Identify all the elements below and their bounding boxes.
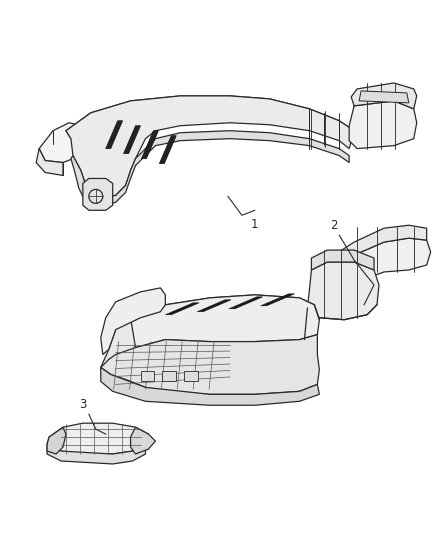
Polygon shape xyxy=(66,96,354,198)
Text: 3: 3 xyxy=(79,398,87,411)
Polygon shape xyxy=(141,131,159,158)
Polygon shape xyxy=(229,297,263,309)
Polygon shape xyxy=(101,367,319,405)
Polygon shape xyxy=(349,101,417,149)
Polygon shape xyxy=(141,372,155,382)
Polygon shape xyxy=(106,121,123,149)
Polygon shape xyxy=(47,444,145,464)
Polygon shape xyxy=(197,300,231,312)
Polygon shape xyxy=(329,238,431,295)
Polygon shape xyxy=(71,131,349,205)
Polygon shape xyxy=(351,83,417,109)
Polygon shape xyxy=(261,294,294,306)
Polygon shape xyxy=(311,250,374,270)
Polygon shape xyxy=(47,423,148,454)
Polygon shape xyxy=(165,303,199,315)
Polygon shape xyxy=(101,288,165,354)
Polygon shape xyxy=(307,262,379,320)
Polygon shape xyxy=(162,372,176,382)
Polygon shape xyxy=(36,149,63,175)
Text: 2: 2 xyxy=(331,219,338,232)
Polygon shape xyxy=(159,136,176,164)
Polygon shape xyxy=(83,179,113,211)
Polygon shape xyxy=(329,225,427,270)
Polygon shape xyxy=(47,427,66,454)
Polygon shape xyxy=(124,126,141,154)
Polygon shape xyxy=(184,372,198,382)
Text: 1: 1 xyxy=(251,218,258,231)
Polygon shape xyxy=(116,295,319,354)
Polygon shape xyxy=(101,335,319,394)
Polygon shape xyxy=(131,427,155,454)
Polygon shape xyxy=(66,96,354,139)
Polygon shape xyxy=(106,295,314,350)
Polygon shape xyxy=(39,123,89,163)
Polygon shape xyxy=(101,318,135,375)
Polygon shape xyxy=(359,91,409,103)
